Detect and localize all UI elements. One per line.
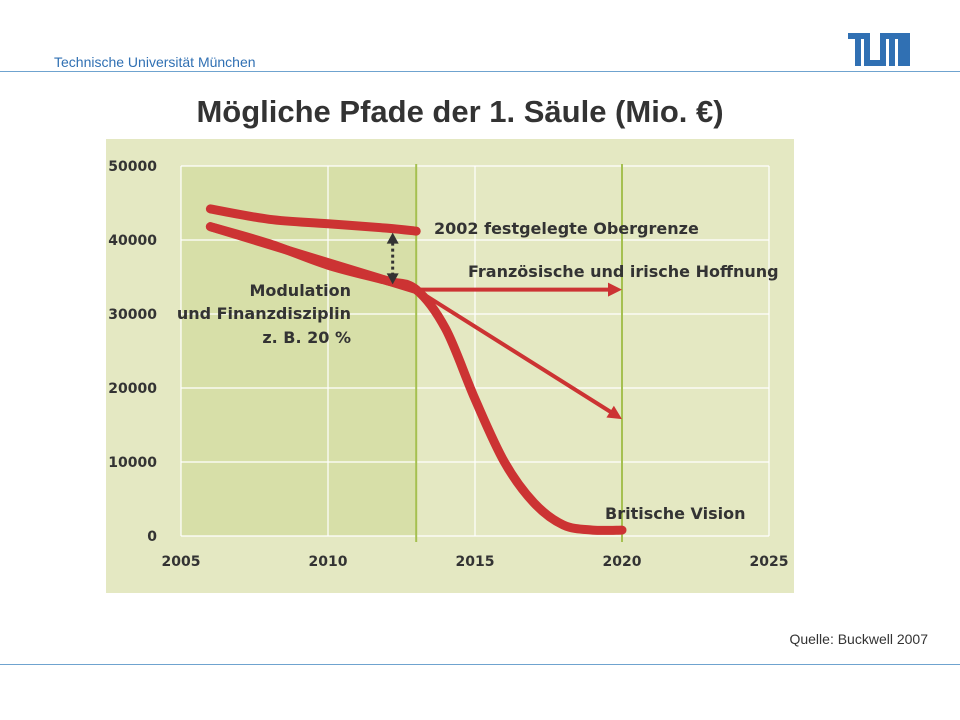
annotation-cap: 2002 festgelegte Obergrenze bbox=[434, 219, 699, 238]
axis-labels: 2005 2010 2015 2020 2025 0 10000 20000 30000 4000… bbox=[108, 159, 788, 570]
x-tick-label: 2015 bbox=[456, 554, 495, 570]
series-line bbox=[205, 204, 421, 236]
series-line bbox=[205, 222, 421, 295]
annotation-vision: Britische Vision bbox=[605, 504, 746, 523]
series-line bbox=[414, 287, 616, 416]
header-divider bbox=[0, 71, 960, 72]
annotation-modulation-3: z. B. 20 % bbox=[262, 328, 351, 347]
annotation-hope: Französische und irische Hoffnung bbox=[468, 262, 779, 281]
annotation-modulation-1: Modulation bbox=[249, 281, 351, 300]
y-tick-label: 0 bbox=[147, 529, 157, 545]
y-tick-label: 40000 bbox=[108, 233, 157, 249]
chart-container: 2005 2010 2015 2020 2025 0 10000 20000 30000 4000… bbox=[106, 139, 794, 593]
x-tick-label: 2025 bbox=[750, 554, 789, 570]
y-tick-label: 50000 bbox=[108, 159, 157, 175]
modulation-arrowhead-up bbox=[386, 232, 399, 244]
footer-divider bbox=[0, 664, 960, 665]
series-group bbox=[205, 204, 627, 535]
x-tick-label: 2005 bbox=[162, 554, 201, 570]
x-tick-label: 2010 bbox=[309, 554, 348, 570]
tum-logo-icon bbox=[848, 33, 910, 66]
modulation-arrow bbox=[386, 232, 399, 285]
y-tick-label: 10000 bbox=[108, 455, 157, 471]
annotation-modulation-2: und Finanzdisziplin bbox=[177, 304, 351, 323]
series-arrowhead bbox=[608, 282, 622, 297]
y-tick-label: 20000 bbox=[108, 381, 157, 397]
x-tick-label: 2020 bbox=[603, 554, 642, 570]
slide-title: Mögliche Pfade der 1. Säule (Mio. €) bbox=[196, 94, 724, 129]
modulation-arrowhead-down bbox=[386, 273, 399, 285]
chart: 2005 2010 2015 2020 2025 0 10000 20000 30000 4000… bbox=[106, 139, 794, 593]
org-name: Technische Universität München bbox=[54, 54, 256, 70]
y-tick-label: 30000 bbox=[108, 307, 157, 323]
source-note: Quelle: Buckwell 2007 bbox=[789, 631, 928, 647]
